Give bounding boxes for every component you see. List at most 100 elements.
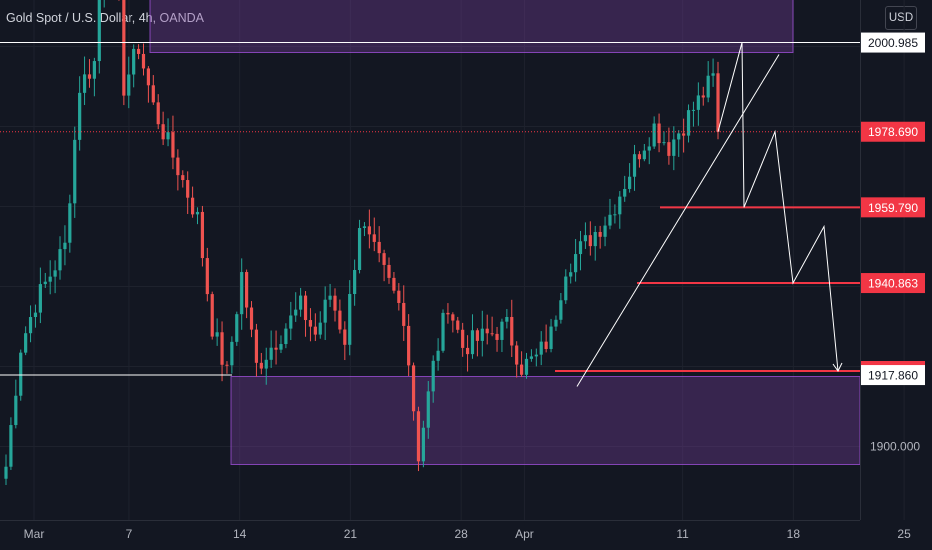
candle-body — [716, 73, 720, 132]
candle-body — [176, 157, 180, 176]
price-label-bg — [861, 273, 925, 294]
candle-body — [313, 326, 317, 335]
candle-body — [495, 333, 499, 340]
candle-body — [465, 347, 470, 355]
candle-body — [544, 341, 548, 349]
price-label: 2000.985 — [868, 36, 918, 50]
candle-body — [181, 175, 185, 181]
candle-body — [701, 95, 705, 98]
candle-body — [225, 364, 229, 366]
candle-body — [387, 264, 391, 278]
candle-body — [146, 68, 150, 86]
x-tick-label: 28 — [454, 527, 468, 541]
candle-body — [78, 92, 82, 140]
candle-body — [353, 270, 357, 295]
candle-body — [677, 133, 681, 140]
candle-body — [132, 48, 136, 75]
candle-body — [632, 154, 637, 177]
candle-body — [127, 74, 131, 96]
candle-body — [628, 176, 632, 189]
candle-body — [426, 391, 430, 428]
candle-body — [343, 329, 347, 345]
candle-body — [657, 123, 661, 144]
candle-body — [53, 270, 57, 277]
demand-zone — [230, 376, 861, 465]
candle-body — [249, 307, 254, 330]
price-label: 1959.790 — [868, 201, 918, 215]
candle-body — [686, 110, 691, 136]
candle-body — [711, 73, 715, 76]
candle-body — [662, 142, 666, 144]
candle-body — [647, 146, 651, 151]
candle-body — [421, 427, 425, 462]
candle-body — [524, 358, 529, 375]
x-tick-label: 25 — [897, 527, 911, 541]
projection-arrowhead — [832, 362, 843, 372]
currency-button[interactable]: USD — [885, 6, 917, 30]
candle-body — [475, 330, 479, 341]
candle-body — [274, 347, 278, 350]
candle-body — [539, 341, 543, 355]
candle-body — [303, 295, 308, 321]
candle-body — [392, 277, 396, 291]
chart-title: Gold Spot / U.S. Dollar, 4h, OANDA — [6, 11, 204, 25]
candle-body — [63, 242, 67, 250]
candle-body — [230, 341, 234, 366]
candle-body — [519, 364, 524, 375]
y-tick-label: 1900.000 — [870, 440, 920, 454]
candle-body — [441, 312, 445, 351]
candle-body — [357, 228, 362, 271]
candle-body — [68, 203, 72, 243]
candle-body — [348, 294, 352, 345]
candle-body — [554, 319, 558, 327]
price-label-bg — [861, 121, 925, 142]
candle-body — [613, 214, 617, 216]
candle-body — [402, 302, 406, 326]
candle-body — [500, 321, 504, 340]
candle-body — [171, 132, 175, 158]
x-tick-label: 14 — [233, 527, 247, 541]
price-label: 1917.860 — [868, 369, 918, 383]
candle-body — [652, 123, 656, 147]
candle-body — [623, 188, 627, 197]
candle-body — [559, 300, 563, 320]
candle-body — [603, 225, 607, 237]
candle-body — [210, 294, 214, 337]
candle-body — [200, 211, 205, 259]
price-label-bg — [861, 197, 925, 218]
candle-body — [456, 320, 460, 330]
candle-body — [82, 74, 87, 93]
candle-body — [245, 272, 249, 308]
candle-body — [259, 362, 263, 369]
candle-body — [588, 235, 592, 247]
candle-body — [470, 330, 475, 355]
candle-body — [58, 249, 62, 271]
candle-body — [328, 295, 332, 300]
candle-body — [254, 329, 259, 363]
candle-body — [48, 276, 52, 282]
candle-body — [43, 281, 47, 285]
candle-body — [24, 333, 28, 353]
candle-body — [505, 316, 509, 322]
candle-body — [362, 226, 367, 229]
x-tick-label: 21 — [344, 527, 358, 541]
candle-body — [318, 322, 322, 335]
price-label: 1978.690 — [868, 125, 918, 139]
candle-body — [564, 276, 568, 301]
x-tick-label: 11 — [676, 527, 689, 541]
candle-body — [240, 272, 244, 315]
candle-body — [205, 258, 209, 295]
candle-body — [618, 196, 622, 215]
candle-body — [534, 354, 538, 357]
candle-body — [195, 211, 200, 215]
candle-body — [151, 85, 155, 103]
candle-body — [220, 332, 224, 365]
candle-body — [372, 234, 376, 242]
candle-body — [510, 316, 514, 346]
candle-body — [323, 299, 327, 323]
candle-body — [333, 295, 337, 311]
candle-body — [490, 333, 494, 335]
x-tick-label: 18 — [787, 527, 801, 541]
candle-body — [696, 95, 700, 110]
